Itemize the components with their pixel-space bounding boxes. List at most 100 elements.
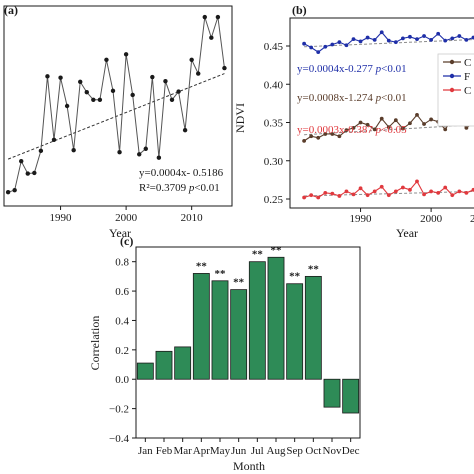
panel-b-point [365,122,370,127]
panel-b-x-tick-label: 2000 [420,213,443,225]
panel-c-y-tick-label: 0.2 [115,345,129,357]
panel-b-point [365,35,370,40]
panel-b-point [386,193,391,198]
panel-b-point [422,192,426,197]
panel-a-point [58,75,63,80]
panel-a-x-tick-label: 2000 [115,212,138,224]
panel-b-point [330,191,335,196]
panel-a-point [176,89,181,94]
panel-a-point [189,57,194,62]
panel-b-point [351,192,356,197]
panel-a-point [84,90,89,95]
panel-b-point [309,134,314,139]
panel-c-bar-mar [174,346,192,380]
panel-b-point [351,37,356,42]
panel-b-x-tick-label: 1990 [350,213,373,225]
panel-c-bar-jun [230,289,248,380]
panel-b-point [393,189,398,194]
panel-c-x-ticks: Jan Feb Mar Apr May Jun Jul Aug Sep Oct Nov Dec [138,438,360,457]
panel-c-y-tick-label: −0.4 [109,433,129,445]
panel-c-x-tick-label: Jun [231,445,247,457]
panel-b-point [379,30,384,35]
panel-a-x-label: Year [109,226,131,240]
panel-b-trend-lines [304,39,474,197]
panel-b-point [408,34,412,39]
panel-b-point [450,193,455,198]
panel-b-point [408,187,412,192]
panel-b: (b) 0.25 0.30 0.35 0.40 0.45 1990 2000 2000 ND… [233,3,474,240]
panel-c-x-tick-label: Aug [267,445,286,457]
panel-c: (c) ** ** ** ** ** ** ** −0.4 −0.2 0.0 0.2 0.4 0.6 0… [88,234,361,473]
equation-rest: <0.01 [381,63,406,75]
panel-b-point [365,193,370,198]
panel-b-point [443,185,448,190]
panel-b-point [393,118,398,123]
panel-a-point [45,74,50,79]
panel-a-series-line [7,16,225,193]
panel-b-point [344,189,349,194]
equation-rest: <0.05 [381,124,407,136]
panel-a-point [25,171,30,176]
panel-c-significance-marker: ** [215,268,227,280]
panel-a-point [32,170,37,176]
panel-b-equation: y=0.0003x-0.387 p<0.05 [297,124,407,136]
panel-b-trend [304,190,474,197]
equation-main: y=0.0003x-0.387 [297,124,376,136]
panel-c-label: (c) [120,234,133,248]
panel-b-y-tick-label: 0.45 [264,41,284,53]
panel-b-point [464,125,469,130]
panel-a-label: (a) [4,3,18,17]
panel-a-point [12,187,17,193]
panel-b-trend [304,39,474,48]
panel-a-equation: y=0.0004x- 0.5186 [139,167,224,179]
panel-b-point [372,127,377,132]
panel-b-point [337,40,342,45]
panel-b-point [422,122,426,126]
panel-a-point [110,88,116,94]
panel-a-point [38,148,44,154]
panel-b-legend-label: C [464,57,471,69]
panel-b-point [323,190,328,195]
panel-b-point [386,125,391,129]
panel-c-significance-marker: ** [289,271,301,283]
panel-c-bar-jul [248,261,266,380]
panel-a-point [156,155,162,160]
panel-c-x-label: Month [233,459,265,473]
panel-b-point [302,195,307,200]
panel-b-legend-label: C [464,85,471,97]
panel-b-point [386,38,391,43]
panel-b-equation: y=0.0008x-1.274 p<0.01 [297,92,407,104]
panel-b-point [443,127,448,132]
panel-b-point [358,186,363,191]
panel-a-point [104,57,109,62]
equation-rest: <0.01 [381,92,406,104]
equation-main: y=0.0008x-1.274 [297,92,376,104]
panel-a-trend [7,73,225,160]
panel-a-point [123,52,129,57]
panel-b-point [358,39,363,44]
panel-b-point [344,43,349,48]
panel-b-point [372,189,377,194]
panel-a-point [163,78,168,84]
panel-a-point [137,152,142,157]
panel-b-trend [304,124,474,136]
panel-c-bar-feb [155,350,173,380]
panel-c-bar-nov [323,378,341,408]
panel-b-point [400,36,405,41]
panel-b-series-line [303,113,474,142]
panel-a-point [91,97,96,102]
panel-c-y-ticks: −0.4 −0.2 0.0 0.2 0.4 0.6 0.8 [109,257,136,445]
panel-b-series-line [303,31,474,53]
panel-c-significance-marker: ** [308,263,320,275]
panel-b-point [393,40,398,45]
panel-b-y-ticks: 0.25 0.30 0.35 0.40 0.45 [264,41,290,206]
panel-b-point [316,50,321,55]
panel-a-point [202,14,207,20]
panel-b-label: (b) [292,3,307,17]
panel-b-point [450,36,455,41]
panel-a-trend-line [7,73,225,160]
panel-b-y-tick-label: 0.35 [264,118,284,130]
panel-a-p-symbol: p [188,182,195,194]
panel-b-point [309,193,314,198]
panel-a-point [64,103,70,109]
